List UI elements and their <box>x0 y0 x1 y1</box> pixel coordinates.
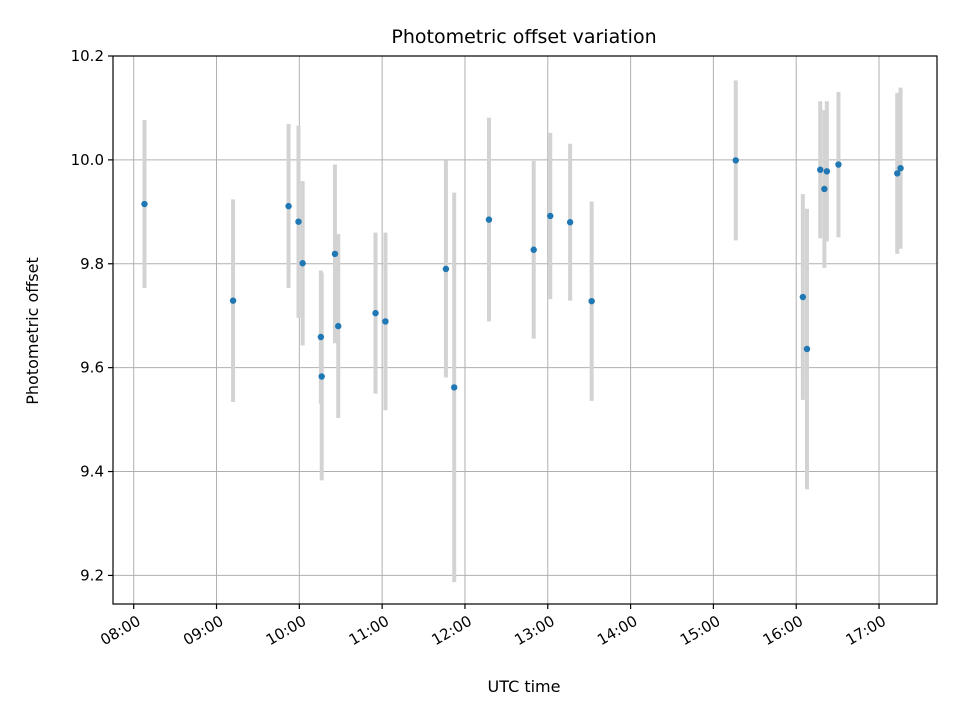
y-axis-ticks: 9.2 9.4 9.6 9.8 10.0 10.2 <box>71 47 113 584</box>
data-point <box>799 293 807 301</box>
data-point <box>331 250 339 258</box>
grid-lines <box>113 55 937 604</box>
data-point <box>442 265 450 273</box>
data-point <box>141 200 148 208</box>
data-point <box>732 157 739 164</box>
data-point <box>894 170 901 177</box>
data-point <box>803 345 811 353</box>
data-point <box>817 166 824 173</box>
data-point <box>823 168 831 175</box>
y-tick-label: 10.2 <box>71 47 104 65</box>
data-point <box>382 318 389 325</box>
y-tick-label: 10.0 <box>71 151 104 169</box>
data-point <box>485 216 493 223</box>
data-point <box>897 164 904 172</box>
x-axis-title: UTC time <box>488 677 561 696</box>
data-point <box>530 246 537 253</box>
y-tick-label: 9.4 <box>80 463 104 481</box>
y-axis-title: Photometric offset <box>23 257 42 405</box>
data-point <box>588 297 595 305</box>
data-point <box>285 202 292 210</box>
data-point <box>547 212 554 220</box>
data-point <box>295 218 302 225</box>
data-point <box>299 260 306 267</box>
data-point <box>835 161 842 168</box>
data-point <box>335 322 342 330</box>
y-tick-label: 9.2 <box>80 566 104 584</box>
data-point <box>821 185 828 193</box>
plot-area-frame <box>112 55 938 605</box>
data-point <box>450 384 458 391</box>
chart-title: Photometric offset variation <box>391 26 656 48</box>
y-tick-label: 9.6 <box>80 359 104 377</box>
data-point <box>566 219 574 226</box>
y-tick-label: 9.8 <box>80 255 104 273</box>
data-point <box>317 333 325 341</box>
data-point <box>372 309 379 317</box>
data-point <box>229 297 237 304</box>
data-point <box>318 373 325 380</box>
data-points <box>141 157 904 391</box>
